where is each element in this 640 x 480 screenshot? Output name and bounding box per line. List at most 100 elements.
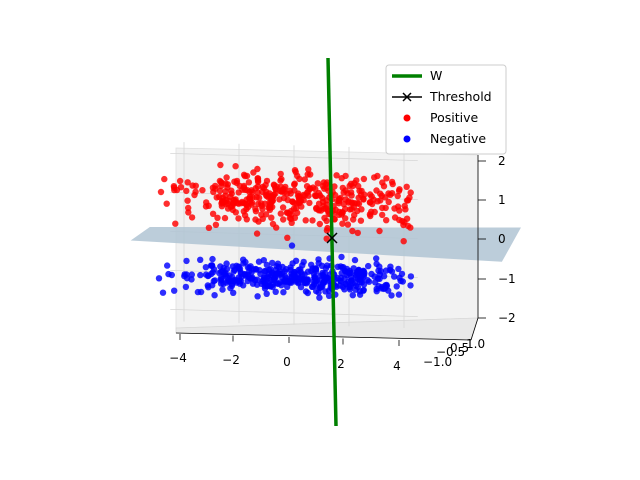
legend-threshold-label: Threshold	[429, 89, 492, 104]
positive-point	[349, 227, 356, 235]
z-tick-label: −1	[498, 272, 516, 286]
negative-point	[263, 261, 271, 269]
negative-point	[395, 265, 402, 273]
positive-point	[272, 185, 279, 192]
negative-point	[182, 283, 190, 291]
legend: W Threshold Positive Negative	[385, 64, 507, 155]
positive-point	[259, 188, 266, 195]
positive-point	[323, 235, 330, 242]
axes-layer	[175, 155, 479, 341]
positive-point	[357, 217, 365, 224]
negative-point	[323, 274, 330, 281]
negative-point	[304, 268, 312, 275]
negative-point	[349, 292, 356, 299]
x-tick-label: 0	[283, 355, 291, 369]
grid-line-z-4	[170, 153, 418, 161]
positive-point	[391, 205, 398, 212]
positive-points	[157, 161, 414, 245]
negative-point	[373, 288, 380, 295]
x-tick-label: −2	[222, 353, 240, 367]
negative-point	[290, 270, 298, 278]
negative-point	[171, 287, 178, 294]
negative-point	[304, 277, 311, 284]
positive-point	[258, 202, 265, 209]
positive-point	[296, 175, 303, 183]
negative-point	[269, 259, 276, 267]
positive-point	[170, 184, 178, 191]
positive-point	[263, 192, 270, 200]
negative-point	[391, 273, 398, 280]
negative-point	[346, 286, 354, 293]
negative-point	[385, 287, 392, 294]
positive-point	[335, 197, 343, 205]
positive-point	[379, 211, 386, 219]
negative-point	[155, 275, 163, 282]
positive-point	[279, 204, 287, 211]
threshold-layer	[326, 232, 338, 244]
positive-point	[402, 206, 409, 213]
legend-frame	[385, 64, 507, 155]
positive-point	[340, 201, 347, 208]
legend-negative-marker	[403, 135, 411, 143]
positive-point	[382, 194, 389, 201]
decision-plane	[130, 227, 522, 262]
negative-point	[211, 277, 219, 284]
negative-point	[395, 291, 403, 298]
positive-point	[324, 224, 331, 232]
negative-point	[388, 292, 395, 299]
positive-point	[228, 190, 235, 197]
negative-point	[292, 257, 300, 264]
negative-point	[183, 257, 190, 265]
positive-point	[348, 192, 355, 199]
positive-point	[354, 229, 361, 237]
negative-point	[382, 267, 390, 274]
w-line-layer	[326, 57, 338, 427]
positive-point	[191, 191, 198, 199]
negative-point	[253, 266, 260, 273]
positive-point	[172, 220, 179, 227]
positive-point	[185, 204, 192, 212]
negative-point	[263, 290, 270, 297]
negative-point	[316, 294, 323, 301]
negative-point	[308, 261, 315, 268]
positive-point	[213, 194, 220, 201]
negative-point	[159, 289, 167, 296]
negative-point	[164, 262, 171, 269]
negative-point	[254, 293, 261, 300]
negative-point	[365, 262, 372, 270]
negative-point	[325, 292, 333, 299]
negative-point	[209, 282, 216, 289]
positive-point	[277, 177, 284, 184]
negative-point	[373, 255, 380, 262]
positive-point	[306, 185, 314, 193]
positive-point	[230, 196, 237, 204]
positive-point	[265, 204, 273, 212]
positive-point	[353, 177, 360, 184]
positive-point	[315, 189, 322, 197]
positive-point	[209, 210, 217, 217]
positive-point	[379, 179, 386, 186]
positive-point	[383, 217, 390, 224]
positive-point	[407, 224, 414, 231]
negative-point	[407, 273, 415, 280]
negative-point	[288, 242, 296, 249]
negative-point	[257, 270, 264, 278]
positive-point	[309, 217, 316, 224]
negative-point	[211, 292, 218, 299]
positive-point	[360, 195, 367, 202]
positive-point	[338, 209, 346, 216]
positive-point	[400, 238, 407, 245]
positive-point	[235, 215, 242, 222]
negative-point	[325, 287, 333, 294]
positive-point	[254, 175, 262, 182]
positive-point	[360, 175, 368, 183]
negative-point	[258, 280, 265, 287]
positive-point	[276, 196, 283, 203]
positive-point	[255, 194, 263, 202]
negative-point	[208, 262, 216, 269]
negative-point	[236, 278, 243, 285]
negative-point	[197, 288, 205, 296]
negative-point	[197, 271, 204, 279]
negative-point	[165, 270, 172, 278]
decision-plane-layer	[130, 227, 522, 262]
